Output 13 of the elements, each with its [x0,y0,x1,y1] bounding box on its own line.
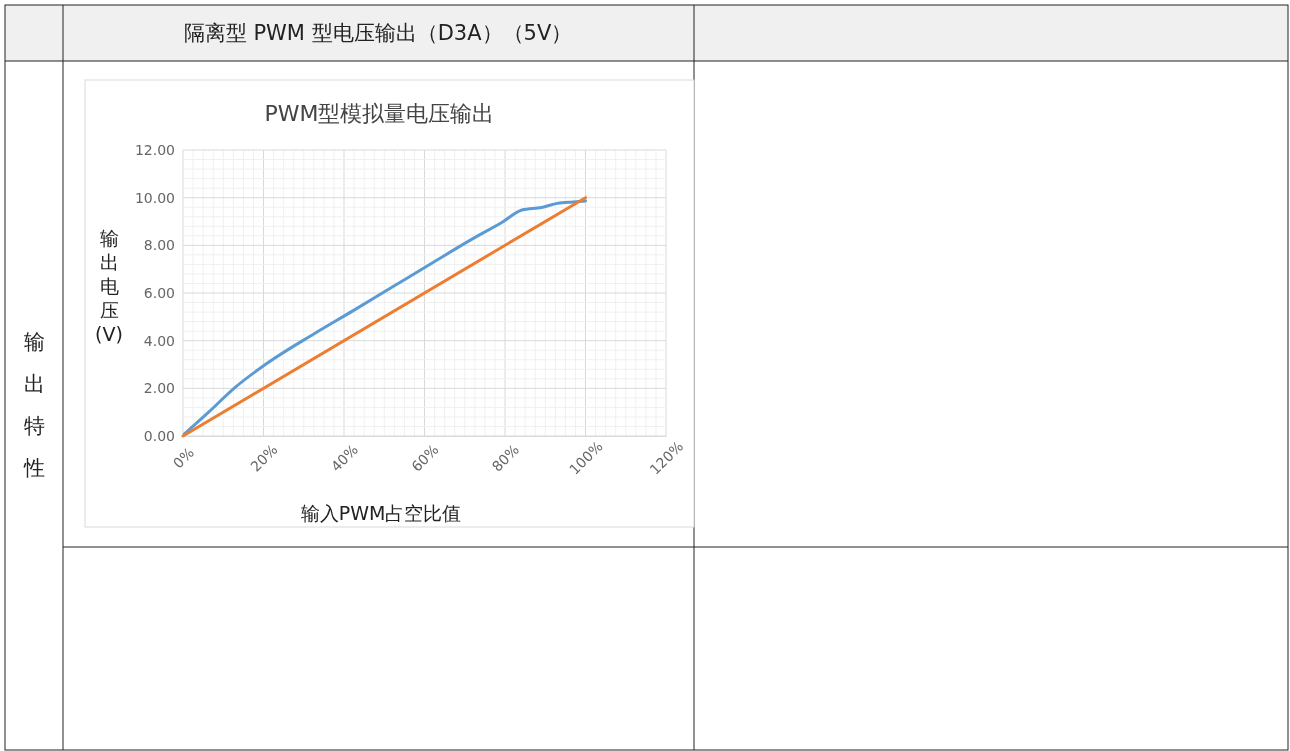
y-axis-title: 输出电压(V) [95,227,123,345]
x-tick-label: 0% [169,444,197,472]
text: 输出特性 [22,330,45,480]
y-tick-label: 0.00 [143,427,175,444]
y-tick-label: 12.00 [134,141,175,158]
y-tick-label: 10.00 [134,189,175,206]
y-tick-label: 8.00 [143,237,175,254]
y-tick-label: 2.00 [143,380,175,397]
chart-title: PWM型模拟量电压输出 [264,101,495,126]
x-axis-title: 输入PWM占空比值 [300,502,462,524]
y-tick-label: 6.00 [143,284,175,301]
y-tick-label: 4.00 [143,332,175,349]
text: 隔离型 PWM 型电压输出（D3A）（5V） [183,21,573,45]
